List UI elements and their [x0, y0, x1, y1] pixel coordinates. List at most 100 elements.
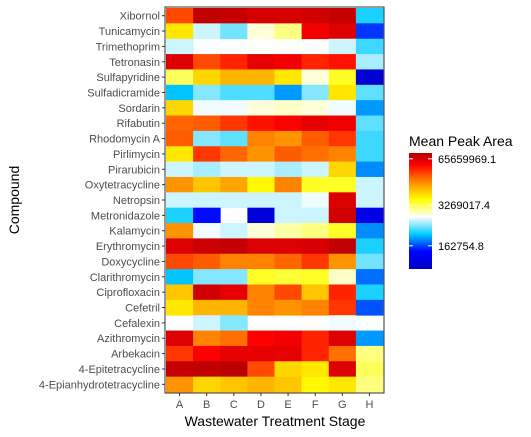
heatmap-cell [193, 284, 221, 301]
heatmap-cell [274, 69, 303, 86]
heatmap-cell [301, 253, 330, 270]
heatmap-cell [220, 130, 248, 147]
y-tick-label: Cefetril [125, 303, 160, 315]
heatmap-cell [274, 130, 303, 147]
heatmap-cell [247, 223, 275, 239]
heatmap-cell [301, 23, 330, 40]
heatmap-cell [355, 130, 384, 147]
heatmap-cell [166, 161, 194, 178]
heatmap-cell [193, 223, 221, 239]
heatmap-cell [274, 284, 303, 301]
heatmap-cell [220, 23, 248, 40]
heatmap-cell [166, 115, 194, 132]
heatmap-cell [247, 330, 275, 347]
heatmap-cell [193, 345, 221, 362]
heatmap-cell [301, 330, 330, 347]
y-tick-label: Tunicamycin [99, 26, 160, 38]
heatmap-cell [193, 376, 221, 393]
heatmap-cell [328, 54, 357, 70]
heatmap-cell [274, 253, 303, 270]
heatmap-cell [220, 100, 248, 116]
colorbar [409, 153, 432, 269]
heatmap-cell [328, 38, 357, 55]
heatmap-cell [328, 207, 357, 224]
heatmap-cell [274, 192, 303, 209]
heatmap-cell [220, 223, 248, 239]
heatmap-cell [274, 207, 303, 224]
legend-label: 162754.8 [438, 241, 484, 253]
y-axis-title: Compound [6, 166, 22, 235]
heatmap-cell [328, 238, 357, 255]
heatmap-cell [328, 23, 357, 40]
heatmap-cell [355, 69, 384, 86]
heatmap-cell [355, 223, 384, 239]
heatmap-cell [247, 269, 275, 285]
legend-title: Mean Peak Area [409, 133, 513, 149]
heatmap-cell [247, 23, 275, 40]
heatmap-cell [166, 361, 194, 378]
heatmap-cell [220, 361, 248, 378]
heatmap-cell [193, 161, 221, 178]
x-axis-title: Wastewater Treatment Stage [185, 413, 366, 429]
heatmap-cell [328, 284, 357, 301]
heatmap-cell [301, 299, 330, 316]
heatmap-cell [166, 69, 194, 86]
heatmap-cell [193, 207, 221, 224]
heatmap-cell [193, 315, 221, 331]
heatmap-cell [193, 361, 221, 378]
y-tick-label: Cefalexin [114, 318, 160, 330]
heatmap-cell [274, 54, 303, 70]
heatmap-cell [166, 54, 194, 70]
heatmap-cell [166, 100, 194, 116]
heatmap-cell [220, 345, 248, 362]
heatmap-cell [220, 69, 248, 86]
heatmap-cell [355, 115, 384, 132]
y-tick-label: Rifabutin [117, 118, 160, 130]
heatmap-cell [166, 299, 194, 316]
heatmap-cell [193, 238, 221, 255]
heatmap-cell [274, 115, 303, 132]
heatmap-cell [301, 223, 330, 239]
heatmap-cell [247, 284, 275, 301]
heatmap-cell [301, 207, 330, 224]
legend-label: 65659969.1 [438, 154, 496, 166]
heatmap-cell [220, 161, 248, 178]
heatmap-cell [301, 8, 330, 24]
heatmap-cell [220, 176, 248, 193]
heatmap-cell [193, 192, 221, 209]
x-tick-label: H [365, 399, 373, 411]
heatmap-cell [274, 269, 303, 285]
heatmap-cell [355, 361, 384, 378]
y-tick-label: Sulfadicramide [87, 87, 160, 99]
y-tick-label: Azithromycin [97, 333, 160, 345]
heatmap-cells [166, 8, 384, 393]
x-tick-label: G [338, 399, 347, 411]
heatmap-cell [220, 330, 248, 347]
y-tick-label: Netropsin [113, 195, 160, 207]
y-tick-label: Doxycycline [101, 256, 160, 268]
heatmap-cell [193, 330, 221, 347]
heatmap-cell [274, 161, 303, 178]
x-tick-label: A [176, 399, 184, 411]
heatmap-cell [220, 376, 248, 393]
heatmap-cell [301, 192, 330, 209]
heatmap-cell [328, 253, 357, 270]
heatmap-cell [355, 54, 384, 70]
heatmap-cell [166, 284, 194, 301]
heatmap-cell [193, 176, 221, 193]
heatmap-cell [193, 299, 221, 316]
heatmap-cell [220, 8, 248, 24]
heatmap-cell [355, 345, 384, 362]
heatmap-cell [328, 315, 357, 331]
heatmap-cell [166, 176, 194, 193]
heatmap-cell [247, 146, 275, 162]
heatmap-cell [328, 299, 357, 316]
heatmap-cell [355, 376, 384, 393]
heatmap-cell [247, 207, 275, 224]
y-tick-label: Oxytetracycline [85, 180, 160, 192]
heatmap-cell [193, 84, 221, 101]
heatmap-cell [301, 376, 330, 393]
heatmap-cell [328, 330, 357, 347]
heatmap-cell [247, 161, 275, 178]
